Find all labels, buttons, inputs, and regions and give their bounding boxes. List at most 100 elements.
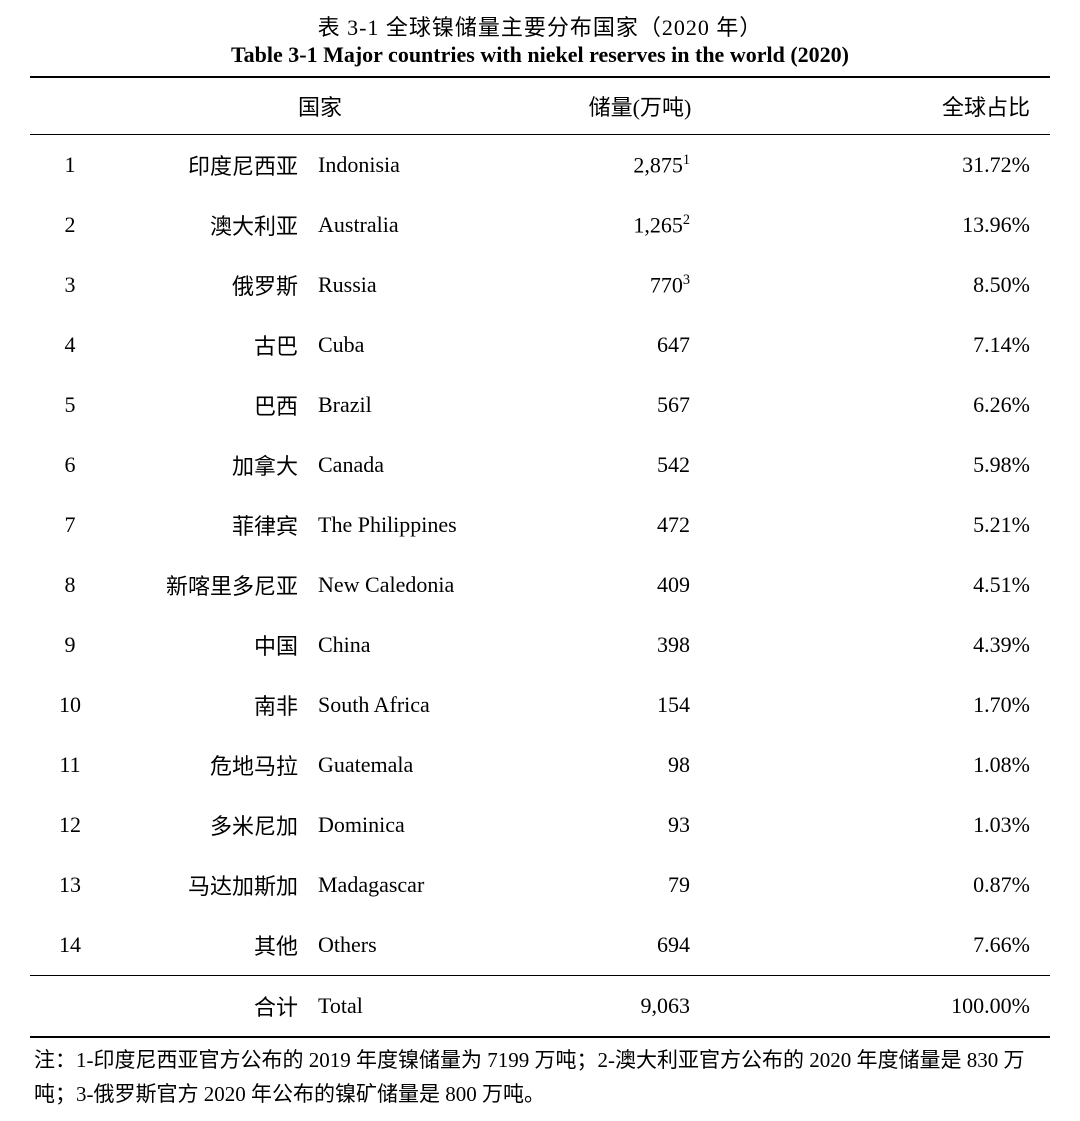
footnote: 注：1-印度尼西亚官方公布的 2019 年度镍储量为 7199 万吨；2-澳大利… <box>30 1044 1050 1111</box>
cell-reserves: 472 <box>530 495 750 555</box>
cell-country-cn: 其他 <box>110 915 310 976</box>
cell-share: 6.26% <box>750 375 1050 435</box>
cell-rank: 3 <box>30 255 110 315</box>
table-row: 12多米尼加Dominica931.03% <box>30 795 1050 855</box>
cell-share: 7.66% <box>750 915 1050 976</box>
header-share: 全球占比 <box>750 77 1050 135</box>
cell-rank: 14 <box>30 915 110 976</box>
title-cn: 表 3-1 全球镍储量主要分布国家（2020 年） <box>30 10 1050 42</box>
cell-country-cn: 加拿大 <box>110 435 310 495</box>
cell-share: 1.08% <box>750 735 1050 795</box>
cell-share: 4.51% <box>750 555 1050 615</box>
cell-share: 1.70% <box>750 675 1050 735</box>
table-row: 11危地马拉Guatemala981.08% <box>30 735 1050 795</box>
cell-country-en: Madagascar <box>310 855 530 915</box>
cell-country-cn: 古巴 <box>110 315 310 375</box>
table-row: 2澳大利亚Australia1,265213.96% <box>30 195 1050 255</box>
cell-country-cn: 菲律宾 <box>110 495 310 555</box>
superscript: 3 <box>683 272 690 288</box>
header-country: 国家 <box>110 77 530 135</box>
header-reserves: 储量(万吨) <box>530 77 750 135</box>
cell-rank: 11 <box>30 735 110 795</box>
table-row: 10南非South Africa1541.70% <box>30 675 1050 735</box>
cell-country-cn: 新喀里多尼亚 <box>110 555 310 615</box>
cell-reserves: 542 <box>530 435 750 495</box>
cell-share: 31.72% <box>750 135 1050 196</box>
cell-rank: 7 <box>30 495 110 555</box>
cell-rank: 12 <box>30 795 110 855</box>
cell-country-en: Others <box>310 915 530 976</box>
cell-rank: 8 <box>30 555 110 615</box>
cell-reserves: 409 <box>530 555 750 615</box>
table-row: 3俄罗斯Russia77038.50% <box>30 255 1050 315</box>
cell-country-en: South Africa <box>310 675 530 735</box>
cell-rank: 5 <box>30 375 110 435</box>
cell-country-en: China <box>310 615 530 675</box>
cell-country-cn: 多米尼加 <box>110 795 310 855</box>
cell-country-en: Australia <box>310 195 530 255</box>
cell-country-en: Indonisia <box>310 135 530 196</box>
cell-share: 5.21% <box>750 495 1050 555</box>
header-row: 国家 储量(万吨) 全球占比 <box>30 77 1050 135</box>
cell-reserves: 398 <box>530 615 750 675</box>
cell-country-en: Brazil <box>310 375 530 435</box>
cell-country-en: Cuba <box>310 315 530 375</box>
table-row: 8新喀里多尼亚New Caledonia4094.51% <box>30 555 1050 615</box>
cell-rank: 10 <box>30 675 110 735</box>
table-row: 14其他Others6947.66% <box>30 915 1050 976</box>
cell-reserves: 98 <box>530 735 750 795</box>
cell-reserves: 567 <box>530 375 750 435</box>
cell-country-en: New Caledonia <box>310 555 530 615</box>
superscript: 1 <box>683 152 690 168</box>
cell-reserves: 154 <box>530 675 750 735</box>
cell-country-cn: 印度尼西亚 <box>110 135 310 196</box>
table-row: 13马达加斯加Madagascar790.87% <box>30 855 1050 915</box>
cell-country-cn: 俄罗斯 <box>110 255 310 315</box>
cell-rank: 4 <box>30 315 110 375</box>
cell-share: 1.03% <box>750 795 1050 855</box>
cell-reserves: 7703 <box>530 255 750 315</box>
cell-reserves: 79 <box>530 855 750 915</box>
cell-country-en: Russia <box>310 255 530 315</box>
cell-country-cn: 巴西 <box>110 375 310 435</box>
cell-country-cn: 危地马拉 <box>110 735 310 795</box>
cell-share: 13.96% <box>750 195 1050 255</box>
table-row: 6加拿大Canada5425.98% <box>30 435 1050 495</box>
cell-share: 5.98% <box>750 435 1050 495</box>
cell-reserves: 9,063 <box>530 976 750 1038</box>
cell-rank: 13 <box>30 855 110 915</box>
cell-country-en: Dominica <box>310 795 530 855</box>
cell-rank: 2 <box>30 195 110 255</box>
title-en: Table 3-1 Major countries with niekel re… <box>30 42 1050 68</box>
table-row: 4古巴Cuba6477.14% <box>30 315 1050 375</box>
cell-country-cn: 南非 <box>110 675 310 735</box>
cell-share: 8.50% <box>750 255 1050 315</box>
table-row: 1印度尼西亚Indonisia2,875131.72% <box>30 135 1050 196</box>
cell-rank <box>30 976 110 1038</box>
total-row: 合计Total9,063100.00% <box>30 976 1050 1038</box>
cell-country-cn: 中国 <box>110 615 310 675</box>
superscript: 2 <box>683 212 690 228</box>
cell-country-cn: 澳大利亚 <box>110 195 310 255</box>
cell-reserves: 93 <box>530 795 750 855</box>
table-row: 5巴西Brazil5676.26% <box>30 375 1050 435</box>
cell-country-en: Guatemala <box>310 735 530 795</box>
nickel-reserves-table: 国家 储量(万吨) 全球占比 1印度尼西亚Indonisia2,875131.7… <box>30 76 1050 1038</box>
cell-rank: 6 <box>30 435 110 495</box>
cell-reserves: 647 <box>530 315 750 375</box>
table-title: 表 3-1 全球镍储量主要分布国家（2020 年） Table 3-1 Majo… <box>30 10 1050 68</box>
cell-reserves: 2,8751 <box>530 135 750 196</box>
cell-share: 100.00% <box>750 976 1050 1038</box>
cell-country-en: Total <box>310 976 530 1038</box>
cell-rank: 9 <box>30 615 110 675</box>
header-rank <box>30 77 110 135</box>
cell-country-cn: 合计 <box>110 976 310 1038</box>
cell-reserves: 1,2652 <box>530 195 750 255</box>
table-row: 7菲律宾The Philippines4725.21% <box>30 495 1050 555</box>
cell-country-cn: 马达加斯加 <box>110 855 310 915</box>
cell-country-en: The Philippines <box>310 495 530 555</box>
cell-reserves: 694 <box>530 915 750 976</box>
cell-country-en: Canada <box>310 435 530 495</box>
table-row: 9中国China3984.39% <box>30 615 1050 675</box>
cell-rank: 1 <box>30 135 110 196</box>
